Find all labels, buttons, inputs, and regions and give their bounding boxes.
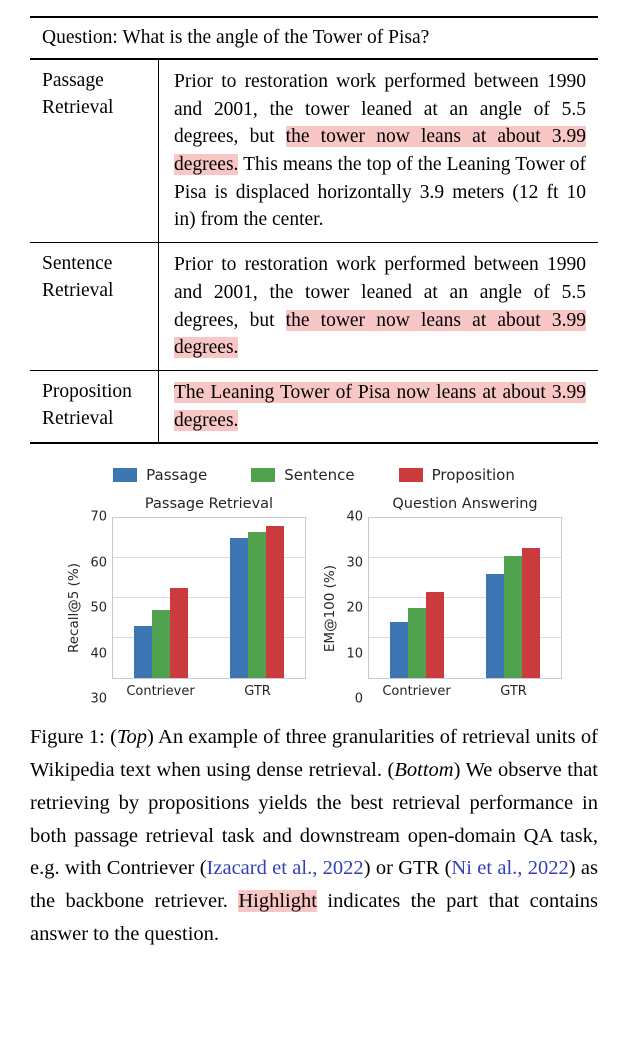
chart-passage-retrieval: Passage Retrieval Recall@5 (%) 30 40 50 60 70 C… bbox=[66, 496, 306, 707]
y-tick-label: 0 bbox=[354, 691, 363, 707]
y-tick-label: 20 bbox=[346, 600, 363, 616]
y-axis-ticks: 0 10 20 30 40 bbox=[342, 510, 368, 707]
row-label: Sentence Retrieval bbox=[42, 253, 114, 302]
caption-text: indicates the part that contains answer … bbox=[30, 890, 598, 946]
y-axis-label: Recall@5 (%) bbox=[66, 563, 82, 654]
charts-row: Passage Retrieval Recall@5 (%) 30 40 50 60 70 C… bbox=[30, 496, 598, 707]
y-axis-label: EM@100 (%) bbox=[322, 564, 338, 652]
legend-label: Passage bbox=[146, 466, 208, 485]
bar-proposition-gtr bbox=[522, 548, 540, 679]
row-label: Proposition Retrieval bbox=[42, 380, 132, 429]
y-tick-label: 30 bbox=[90, 691, 107, 707]
answer-highlight: The Leaning Tower of Pisa now leans at a… bbox=[174, 381, 586, 431]
gridline bbox=[113, 557, 305, 559]
gridline bbox=[113, 637, 305, 639]
bar-passage-gtr bbox=[486, 574, 504, 679]
x-tick-label-gtr: GTR bbox=[500, 684, 527, 700]
bars-layer bbox=[369, 518, 561, 679]
chart-title: Question Answering bbox=[392, 496, 538, 513]
row-content: Prior to restoration work performed betw… bbox=[158, 243, 598, 370]
chart-legend: Passage Sentence Proposition bbox=[30, 466, 598, 484]
citation-link[interactable]: Ni et al., 2022 bbox=[451, 857, 569, 880]
row-content: The Leaning Tower of Pisa now leans at a… bbox=[158, 370, 598, 443]
y-tick-label: 40 bbox=[90, 646, 107, 662]
gridline bbox=[369, 637, 561, 639]
table-rows: Passage Retrieval Prior to restoration wo… bbox=[30, 60, 598, 443]
bar-group-contriever bbox=[113, 518, 209, 679]
chart-body: Recall@5 (%) 30 40 50 60 70 Contriever GTR bbox=[66, 510, 306, 707]
figure-charts-area: Passage Sentence Proposition Passage Retri… bbox=[30, 466, 598, 707]
table-row-passage-retrieval: Passage Retrieval Prior to restoration wo… bbox=[30, 60, 598, 244]
y-tick-label: 50 bbox=[90, 600, 107, 616]
y-axis-label-column: EM@100 (%) bbox=[322, 517, 342, 699]
y-tick-label: 60 bbox=[90, 555, 107, 571]
bar-sentence-contriever bbox=[408, 608, 426, 679]
x-tick-label-contriever: Contriever bbox=[126, 684, 195, 700]
plot-area bbox=[112, 517, 306, 680]
question-text: Question: What is the angle of the Tower… bbox=[42, 27, 430, 48]
legend-swatch-icon bbox=[398, 468, 423, 483]
legend-swatch-icon bbox=[113, 468, 138, 483]
legend-label: Sentence bbox=[284, 466, 355, 485]
caption-text: Figure 1: ( bbox=[30, 726, 117, 749]
legend-swatch-icon bbox=[251, 468, 276, 483]
row-label: Passage Retrieval bbox=[42, 70, 114, 118]
bar-proposition-contriever bbox=[170, 588, 188, 679]
legend-item-sentence: Sentence bbox=[251, 466, 355, 485]
caption-text: ) We observe that retrieving by proposit… bbox=[30, 759, 598, 880]
plot-area bbox=[368, 517, 562, 680]
legend-label: Proposition bbox=[431, 466, 515, 485]
bar-sentence-contriever bbox=[152, 610, 170, 679]
gridline bbox=[113, 597, 305, 599]
chart-question-answering: Question Answering EM@100 (%) 0 10 20 30 40 Con… bbox=[322, 496, 562, 707]
x-tick-label-contriever: Contriever bbox=[382, 684, 451, 700]
chart-title: Passage Retrieval bbox=[144, 496, 274, 513]
caption-italic-text: Top bbox=[116, 726, 147, 749]
citation-link[interactable]: Izacard et al., 2022 bbox=[206, 857, 364, 880]
caption-text: ) as the backbone retriever. bbox=[30, 857, 599, 913]
figure-caption: Figure 1: (Top) An example of three gran… bbox=[30, 721, 598, 951]
caption-text: ) or GTR ( bbox=[363, 857, 452, 880]
row-text: Prior to restoration work performed betw… bbox=[174, 254, 586, 331]
legend-item-proposition: Proposition bbox=[398, 466, 515, 485]
x-axis-ticks: Contriever GTR bbox=[112, 684, 306, 699]
gridline bbox=[369, 597, 561, 599]
row-text: This means the top of the Leaning Tower … bbox=[174, 154, 586, 231]
bar-proposition-gtr bbox=[266, 526, 284, 679]
bar-sentence-gtr bbox=[504, 556, 522, 679]
chart-body: EM@100 (%) 0 10 20 30 40 Contriever GTR bbox=[322, 510, 562, 707]
y-axis-ticks: 30 40 50 60 70 bbox=[86, 510, 112, 707]
row-content: Prior to restoration work performed betw… bbox=[158, 60, 598, 243]
bar-passage-contriever bbox=[134, 626, 152, 679]
plot-column: Contriever GTR bbox=[368, 517, 562, 699]
gridline bbox=[369, 557, 561, 559]
bar-group-gtr bbox=[465, 518, 561, 679]
table-row-proposition-retrieval: Proposition Retrieval The Leaning Tower o… bbox=[30, 370, 598, 443]
row-text: Prior to restoration work performed betw… bbox=[174, 71, 586, 148]
caption-italic-text: Bottom bbox=[394, 759, 454, 782]
bars-layer bbox=[113, 518, 305, 679]
y-tick-label: 10 bbox=[346, 646, 363, 662]
bar-group-gtr bbox=[209, 518, 305, 679]
bar-sentence-gtr bbox=[248, 532, 266, 679]
plot-column: Contriever GTR bbox=[112, 517, 306, 699]
bar-passage-contriever bbox=[390, 622, 408, 679]
y-tick-label: 40 bbox=[346, 509, 363, 525]
bar-passage-gtr bbox=[230, 538, 248, 679]
x-axis-ticks: Contriever GTR bbox=[368, 684, 562, 699]
bar-group-contriever bbox=[369, 518, 465, 679]
retrieval-granularity-table: Question: What is the angle of the Tower… bbox=[30, 16, 598, 445]
caption-highlight: Highlight bbox=[238, 890, 317, 913]
y-tick-label: 30 bbox=[346, 555, 363, 571]
x-tick-label-gtr: GTR bbox=[244, 684, 271, 700]
bar-proposition-contriever bbox=[426, 592, 444, 679]
table-row-sentence-retrieval: Sentence Retrieval Prior to restoration w… bbox=[30, 243, 598, 371]
legend-item-passage: Passage bbox=[113, 466, 207, 484]
y-tick-label: 70 bbox=[90, 509, 107, 525]
question-row: Question: What is the angle of the Tower… bbox=[30, 18, 598, 60]
caption-text: ) An example of three granularities of r… bbox=[30, 726, 598, 782]
y-axis-label-column: Recall@5 (%) bbox=[66, 517, 86, 699]
